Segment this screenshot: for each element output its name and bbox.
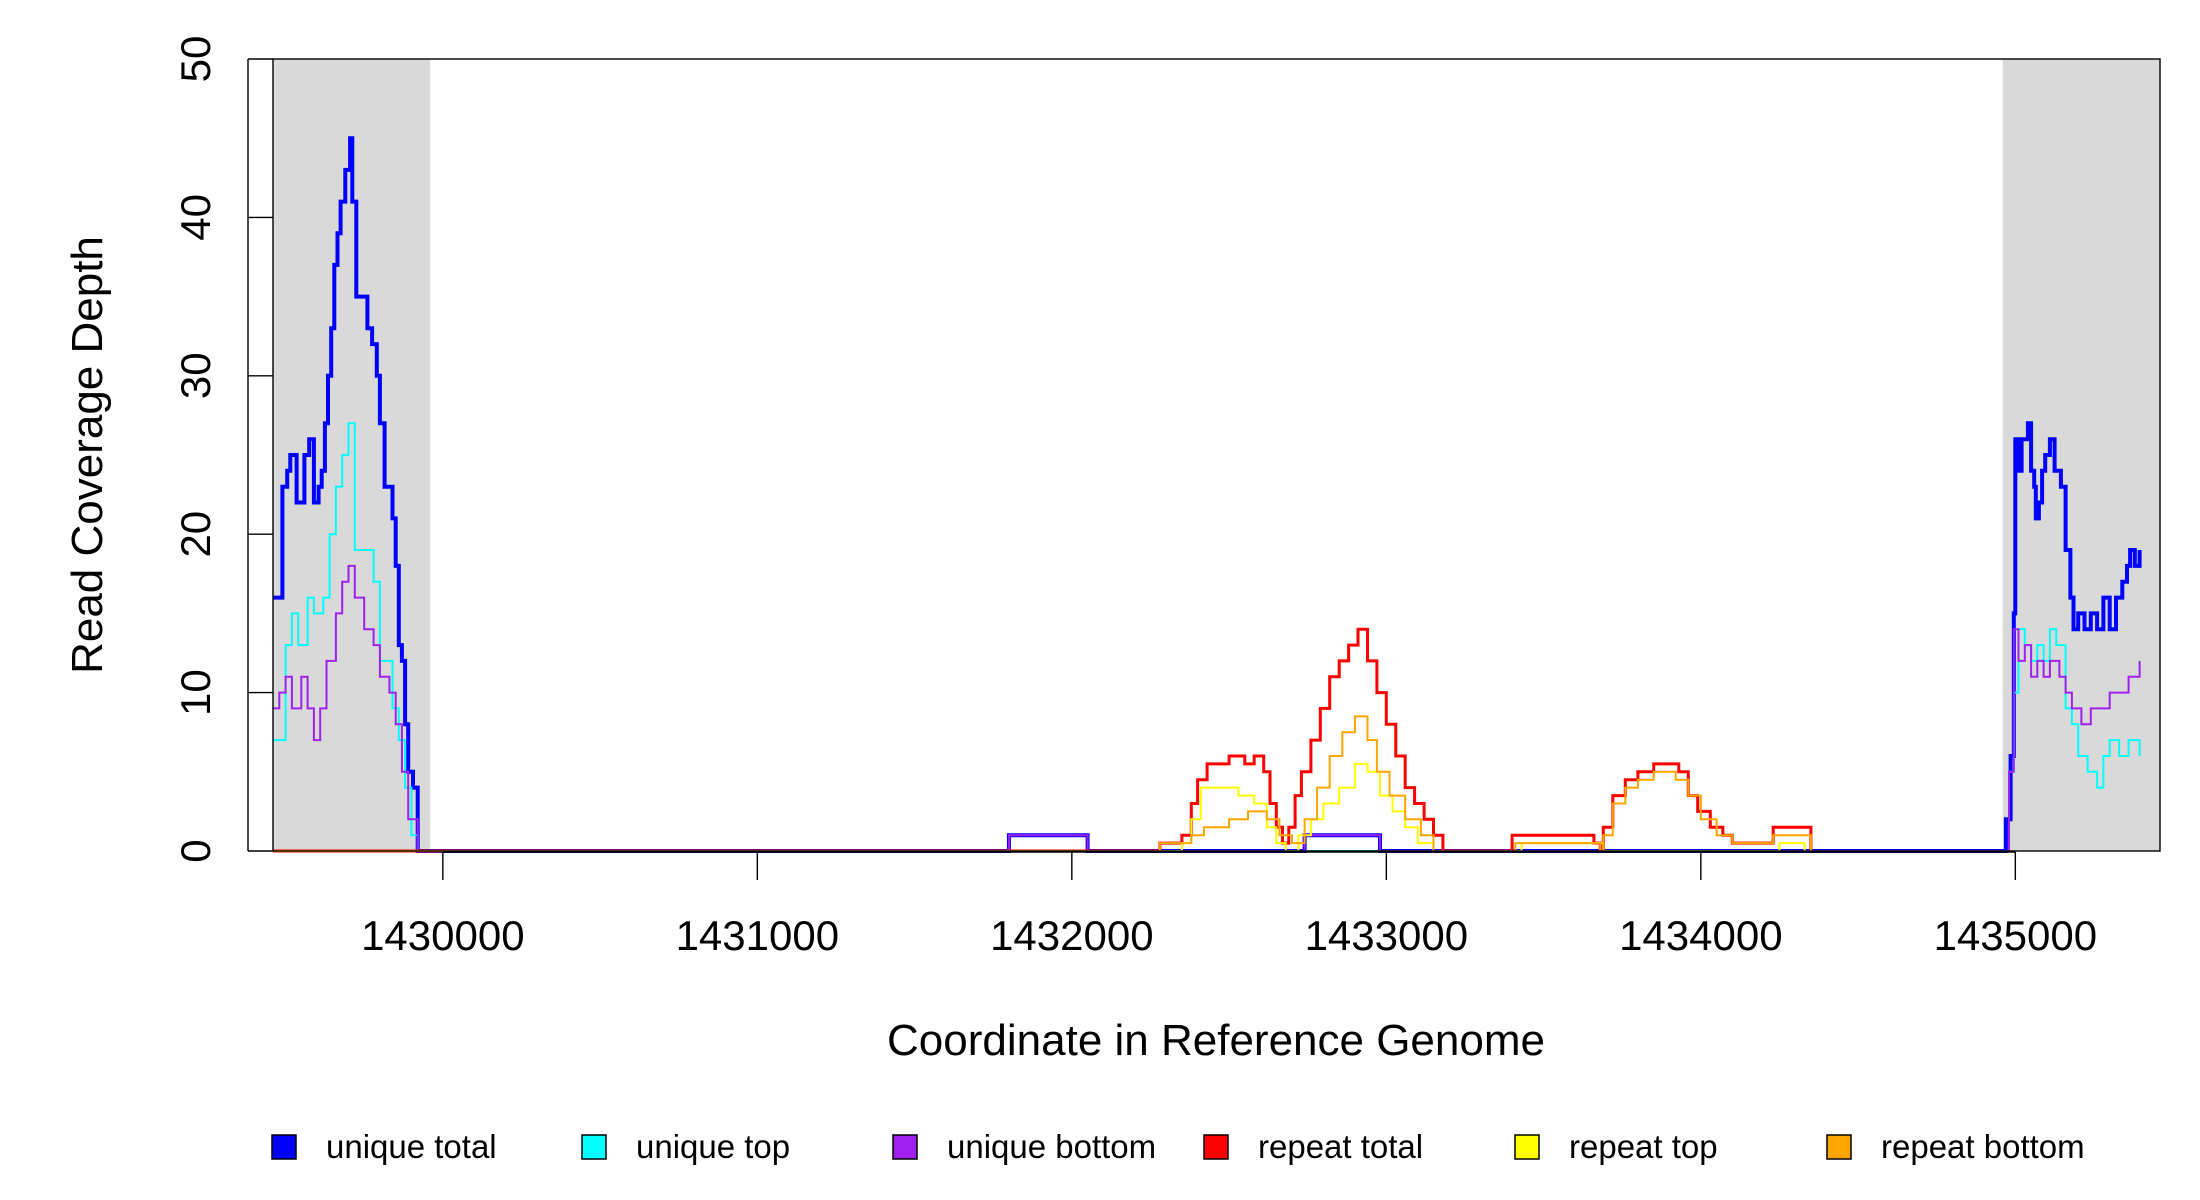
series-layer <box>273 136 2142 853</box>
series-line-repeat-top <box>273 762 1806 852</box>
legend-label: repeat total <box>1258 1128 1423 1165</box>
x-tick-label: 1433000 <box>1305 912 1469 959</box>
legend-item-repeat-top: repeat top <box>1514 1128 1718 1165</box>
legend-label: repeat top <box>1569 1128 1718 1165</box>
x-axis: 1430000 1431000 1432000 1433000 1434000 14350… <box>361 851 2098 959</box>
x-tick-label: 1431000 <box>676 912 840 959</box>
legend-item-repeat-bottom: repeat bottom <box>1826 1128 2085 1165</box>
plot-frame <box>272 58 2161 852</box>
legend: unique total unique top unique bottom repea… <box>271 1128 2085 1165</box>
series-line-unique-total <box>273 136 2142 853</box>
series-line-unique-bottom <box>273 564 2141 852</box>
y-axis-title: Read Coverage Depth <box>63 236 112 674</box>
x-axis-title: Coordinate in Reference Genome <box>887 1016 1545 1065</box>
legend-swatch <box>892 1134 918 1160</box>
x-tick-label: 1432000 <box>990 912 1154 959</box>
y-tick-label: 20 <box>172 511 219 558</box>
legend-label: unique total <box>326 1128 497 1165</box>
shaded-region-2 <box>2002 59 2160 851</box>
y-tick-label: 50 <box>172 36 219 83</box>
y-tick-label: 40 <box>172 194 219 241</box>
series-line-repeat-total <box>273 627 1813 853</box>
y-tick-label: 0 <box>172 839 219 862</box>
legend-swatch <box>271 1134 297 1160</box>
legend-label: unique bottom <box>947 1128 1156 1165</box>
y-tick-label: 30 <box>172 352 219 399</box>
legend-label: repeat bottom <box>1881 1128 2085 1165</box>
legend-swatch <box>1514 1134 1540 1160</box>
x-tick-label: 1434000 <box>1619 912 1783 959</box>
legend-item-unique-bottom: unique bottom <box>892 1128 1156 1165</box>
legend-swatch <box>581 1134 607 1160</box>
legend-swatch <box>1203 1134 1229 1160</box>
y-tick-label: 10 <box>172 669 219 716</box>
series-line-repeat-bottom <box>273 715 1812 852</box>
legend-item-unique-top: unique top <box>581 1128 790 1165</box>
shaded-regions <box>273 59 2160 851</box>
legend-item-repeat-total: repeat total <box>1203 1128 1423 1165</box>
legend-swatch <box>1826 1134 1852 1160</box>
legend-item-unique-total: unique total <box>271 1128 497 1165</box>
x-tick-label: 1435000 <box>1934 912 2098 959</box>
x-tick-label: 1430000 <box>361 912 525 959</box>
legend-label: unique top <box>636 1128 790 1165</box>
y-axis: 0 10 20 30 40 50 <box>172 36 273 863</box>
